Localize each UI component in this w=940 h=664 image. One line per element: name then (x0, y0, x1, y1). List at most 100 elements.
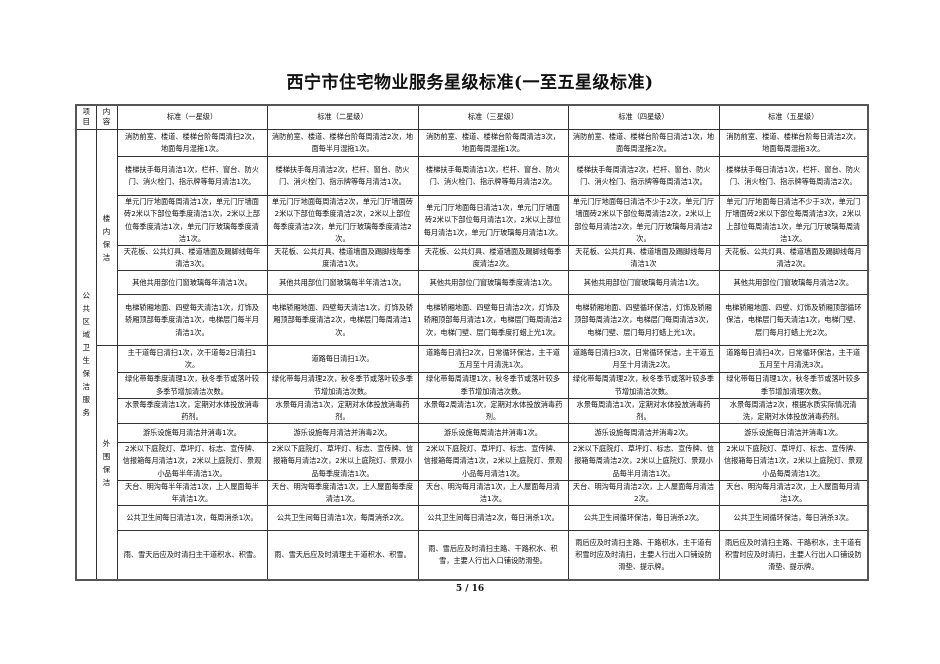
standard-cell-star-5: 单元门厅地面每日清洁不少于3次，单元门厅墙面砖2米以下部位每周清洁3次，2米以上… (718, 195, 869, 246)
standard-cell-star-5: 道路每日清扫4次，日常循环保洁，主干道五月至十月清洗3次。 (718, 345, 869, 374)
column-header-label: 内容 (102, 107, 111, 126)
standard-cell-star-1: 天台、明沟每半年清洁1次，上人屋面每半年清洁1次。 (116, 479, 268, 507)
standard-cell-star-3: 雨、雪后应及时清扫主路、干路积水、积雪，主要人行出入口铺设防滑垫。 (417, 530, 569, 581)
standard-cell-star-4: 楼梯扶手每周清洁2次，栏杆、窗台、防火门、消火栓门、指示牌等每周清洁1次。 (567, 156, 720, 196)
standard-cell-star-1: 电梯轿厢地面、四壁每天清洁1次，灯饰及轿厢顶部每季度清洁1次，电梯层门每半月清洁… (116, 294, 268, 347)
column-header: 项目 (75, 104, 97, 130)
standard-cell-star-5: 绿化带每日清理1次，秋冬季节或落叶较多季节增加清理次数。 (718, 372, 869, 399)
standard-cell-star-5: 其他共用部位门窗玻璃每月清洁2次。 (718, 270, 869, 296)
standard-cell-star-2: 道路每日清扫1次。 (266, 345, 419, 374)
standard-cell-star-2: 水景每月清洁1次，定期对水体投放消毒药剂。 (266, 397, 419, 425)
standard-cell-star-5: 雨后应及时清扫主路、干路积水，主干道有积雪时应及时清扫，主要人行出入口铺设防滑垫… (718, 530, 869, 581)
standard-cell-star-4: 电梯轿厢地面、四壁循环保洁，灯饰及轿厢顶部每周清洁2次，电梯层门每周清洁3次，电… (567, 294, 720, 347)
table-row: 游乐设施每月清洁并消毒1次。 游乐设施每月清洁并消毒2次。 游乐设施每周清洁并消毒1… (76, 423, 869, 444)
table-header-row: 项目 内容 标准（一星级） 标准（二星级） 标准（三星级） 标准（四星级） 标准（五星级） (75, 104, 869, 130)
standard-cell-star-4: 雨后应及时清扫主路、干路积水，主干道有积雪时应及时清扫，主要人行出入口铺设防滑垫… (567, 530, 720, 581)
table-row: 公共卫生间每日清洁1次，每周消杀1次。 公共卫生间每日清洁1次，每周消杀2次。 公共… (76, 505, 869, 532)
column-header: 标准（四星级） (567, 104, 720, 130)
standard-cell-star-3: 2米以下庭院灯、草坪灯、标志、宣传牌、信报箱每周清洁1次，2米以上庭院灯、景观小… (417, 442, 569, 481)
standard-cell-star-1: 雨、雪天后应及时清扫主干道积水、积雪。 (116, 530, 268, 581)
standard-cell-star-2: 楼梯扶手每月清洁2次，栏杆、窗台、防火门、消火栓门、指示牌等每月清洁1次。 (266, 156, 419, 196)
standard-cell-star-1: 楼梯扶手每月清洁1次，栏杆、窗台、防火门、消火栓门、指示牌等每月清洁1次。 (116, 156, 268, 196)
standard-cell-star-4: 水景每周清洁1次，定期对水体投放消毒药剂。 (567, 397, 720, 425)
standard-cell-star-4: 绿化带每周清理2次，秋冬季节或落叶较多季节增加清洁次数。 (567, 372, 720, 399)
standard-cell-star-4: 天台、明沟每月清洁2次，上人屋面每月清洁2次。 (567, 479, 720, 507)
standard-cell-star-5: 公共卫生间循环保洁，每日消杀3次。 (718, 505, 869, 532)
standard-cell-star-2: 单元门厅地面每周清洁2次，单元门厅墙面砖2米以下部位每季度清洁2次，2米以上部位… (266, 195, 419, 246)
standard-cell-star-1: 游乐设施每月清洁并消毒1次。 (116, 423, 268, 444)
table-row: 电梯轿厢地面、四壁每天清洁1次，灯饰及轿厢顶部每季度清洁1次，电梯层门每半月清洁… (76, 294, 869, 347)
standard-cell-star-1: 水景每季度清洁1次，定期对水体投放消毒药剂。 (116, 397, 268, 425)
standard-cell-star-2: 绿化带每月清理2次，秋冬季节或落叶较多季节增加清洁次数。 (266, 372, 419, 399)
standard-cell-star-1: 天花板、公共灯具、楼道墙面及踢脚线每年清洁3次。 (116, 244, 268, 272)
table-body: 公共区域卫生保洁服务 楼内保洁 消防前室、楼道、楼梯台阶每周清扫2次，地面每月湿拖1… (75, 128, 869, 581)
standard-cell-star-5: 游乐设施每日清洁并消毒1次。 (718, 423, 869, 444)
standard-cell-star-3: 公共卫生间每日清洁2次，每日消杀1次。 (417, 505, 569, 532)
standard-cell-star-2: 天台、明沟每季度清洁1次，上人屋面每季度清洁1次。 (266, 479, 419, 507)
standard-cell-star-3: 道路每日清扫2次，日常循环保洁，主干道五月至十月清洗1次。 (417, 345, 569, 374)
column-header: 标准（一星级） (116, 104, 268, 130)
standard-cell-star-4: 单元门厅地面每日清洁不少于2次，单元门厅墙面砖2米以下部位每周清洁2次，2米以上… (567, 195, 720, 246)
standard-cell-star-4: 其他共用部位门窗玻璃每月清洁1次。 (567, 270, 720, 296)
standard-cell-star-3: 天花板、公共灯具、楼道墙面及踢脚线每季度清洁2次。 (417, 244, 569, 272)
table-row: 2米以下庭院灯、草坪灯、标志、宣传牌、信报箱每月清洁1次，2米以上庭院灯、景观小… (76, 442, 869, 481)
column-header: 内容 (95, 104, 118, 130)
table-row: 水景每季度清洁1次，定期对水体投放消毒药剂。 水景每月清洁1次，定期对水体投放消毒… (76, 397, 869, 425)
table-row: 天台、明沟每半年清洁1次，上人屋面每半年清洁1次。 天台、明沟每季度清洁1次，上人… (76, 479, 869, 507)
standard-cell-star-2: 游乐设施每月清洁并消毒2次。 (266, 423, 419, 444)
standard-cell-star-3: 电梯轿厢地面、四壁每日清洁2次，灯饰及轿厢顶部每月清洁1次，电梯层门每周清洁2次… (417, 294, 569, 347)
column-header-label: 项目 (82, 107, 91, 126)
standard-cell-star-4: 2米以下庭院灯、草坪灯、标志、宣传牌、信报箱每周清洁2次，2米以上庭院灯、景观小… (567, 442, 720, 481)
standard-cell-star-3: 楼梯扶手每周清洁1次，栏杆、窗台、防火门、消火栓门、指示牌等每月清洁2次。 (417, 156, 569, 196)
standard-cell-star-3: 游乐设施每周清洁并消毒1次。 (417, 423, 569, 444)
standard-cell-star-5: 天台、明沟每月清洁2次，上人屋面每月清洁1次。 (718, 479, 869, 507)
standard-cell-star-4: 消防前室、楼道、楼梯台阶每日清洁1次，地面每周湿拖2次。 (567, 129, 720, 157)
standard-cell-star-3: 天台、明沟每月清洁1次，上人屋面每月清洁1次。 (417, 479, 569, 507)
standard-cell-star-5: 消防前室、楼道、楼梯台阶每日清洁2次，地面每周湿拖3次。 (718, 129, 869, 157)
standard-cell-star-3: 绿化带每周清理1次，秋冬季节或落叶较多季节增加清洁次数。 (417, 372, 569, 399)
table-row: 天花板、公共灯具、楼道墙面及踢脚线每年清洁3次。 天花板、公共灯具、楼道墙面及踢脚… (76, 244, 869, 272)
content-group-cell-label: 楼内保洁 (102, 213, 111, 262)
content-group-cell: 楼内保洁 (95, 128, 118, 347)
standard-cell-star-5: 电梯轿厢地面、四壁、灯饰及轿厢顶部循环保洁，电梯层门每天清洁1次，电梯门壁、层门… (718, 294, 869, 347)
standard-cell-star-3: 水景每2周清洁1次，定期对水体投放消毒药剂。 (417, 397, 569, 425)
standard-cell-star-2: 雨、雪天后应及时清理主干道积水、积雪。 (266, 530, 419, 581)
standard-cell-star-4: 天花板、公共灯具、楼道墙面及踢脚线每月清洁1次 (567, 244, 720, 272)
project-cell: 公共区域卫生保洁服务 (75, 128, 97, 581)
table-row: 单元门厅地面每周清洁1次，单元门厅墙面砖2米以下部位每季度清洁1次，2米以上部位… (76, 195, 869, 246)
standard-cell-star-2: 天花板、公共灯具、楼道墙面及踢脚线每季度清洁1次。 (266, 244, 419, 272)
standard-cell-star-5: 水景每周清洁2次，根据水质实际情况清洗，定期对水体投放消毒药剂。 (718, 397, 869, 425)
standard-cell-star-5: 2米以下庭院灯、草坪灯、标志、宣传牌、信报箱每日清洁1次，2米以上庭院灯、景观小… (718, 442, 869, 481)
standard-cell-star-1: 主干道每日清扫1次，次干道每2日清扫1次。 (116, 345, 268, 374)
column-header: 标准（五星级） (718, 104, 869, 130)
standard-cell-star-2: 消防前室、楼道、楼梯台阶每周清洁2次，地面每半月湿拖1次。 (266, 129, 419, 157)
standard-cell-star-1: 单元门厅地面每周清洁1次，单元门厅墙面砖2米以下部位每季度清洁1次，2米以上部位… (116, 195, 268, 246)
standard-cell-star-1: 消防前室、楼道、楼梯台阶每周清扫2次，地面每月湿拖1次。 (116, 129, 268, 157)
column-header: 标准（三星级） (417, 104, 569, 130)
standard-cell-star-1: 2米以下庭院灯、草坪灯、标志、宣传牌、信报箱每月清洁1次，2米以上庭院灯、景观小… (116, 442, 268, 481)
standard-cell-star-5: 天花板、公共灯具、楼道墙面及踢脚线每月清洁2次。 (718, 244, 869, 272)
table-row: 外围保洁 主干道每日清扫1次，次干道每2日清扫1次。 道路每日清扫1次。 道路每日清扫… (76, 345, 869, 581)
project-cell-label: 公共区域卫生保洁服务 (82, 291, 91, 418)
standard-cell-star-4: 公共卫生间循环保洁，每日消杀2次。 (567, 505, 720, 532)
standard-cell-star-1: 公共卫生间每日清洁1次，每周消杀1次。 (116, 505, 268, 532)
table-row: 其他共用部位门窗玻璃每年清洁1次。 其他共用部位门窗玻璃每半年清洁1次。 其他共用部… (76, 270, 869, 296)
column-header: 标准（二星级） (266, 104, 419, 130)
standard-cell-star-4: 游乐设施每周清洁并消毒2次。 (567, 423, 720, 444)
standard-cell-star-2: 公共卫生间每日清洁1次，每周消杀2次。 (266, 505, 419, 532)
standard-cell-star-5: 楼梯扶手每日清洁1次，栏杆、窗台、防火门、消火栓门、指示牌等每周清洁2次。 (718, 156, 869, 196)
standards-table: 项目 内容 标准（一星级） 标准（二星级） 标准（三星级） 标准（四星级） 标准（五星级） … (75, 104, 869, 581)
table-row: 绿化带每季度清理1次，秋冬季节或落叶较多季节增加清洁次数。 绿化带每月清理2次，秋… (76, 372, 869, 399)
standard-cell-star-2: 2米以下庭院灯、草坪灯、标志、宣传牌、信报箱每月清洁2次，2米以上庭院灯、景观小… (266, 442, 419, 481)
standard-cell-star-4: 道路每日清扫3次，日常循环保洁，主干道五月至十月清洗2次。 (567, 345, 720, 374)
standard-cell-star-1: 绿化带每季度清理1次，秋冬季节或落叶较多季节增加清洁次数。 (116, 372, 268, 399)
content-group-cell-label: 外围保洁 (102, 438, 111, 487)
standard-cell-star-1: 其他共用部位门窗玻璃每年清洁1次。 (116, 270, 268, 296)
page-title: 西宁市住宅物业服务星级标准(一至五星级标准) (286, 73, 654, 93)
standard-cell-star-3: 单元门厅地面每日清洁1次，单元门厅墙面砖2米以下部位每月清洁1次，2米以上部位每… (417, 195, 569, 246)
page-number: 5 / 16 (455, 584, 485, 594)
table-row: 楼梯扶手每月清洁1次，栏杆、窗台、防火门、消火栓门、指示牌等每月清洁1次。 楼梯扶… (76, 156, 869, 196)
content-group-cell: 外围保洁 (95, 345, 118, 581)
standard-cell-star-3: 消防前室、楼道、楼梯台阶每周清洁3次，地面每周湿拖1次。 (417, 129, 569, 157)
table-row: 公共区域卫生保洁服务 楼内保洁 消防前室、楼道、楼梯台阶每周清扫2次，地面每月湿拖1… (75, 128, 869, 581)
